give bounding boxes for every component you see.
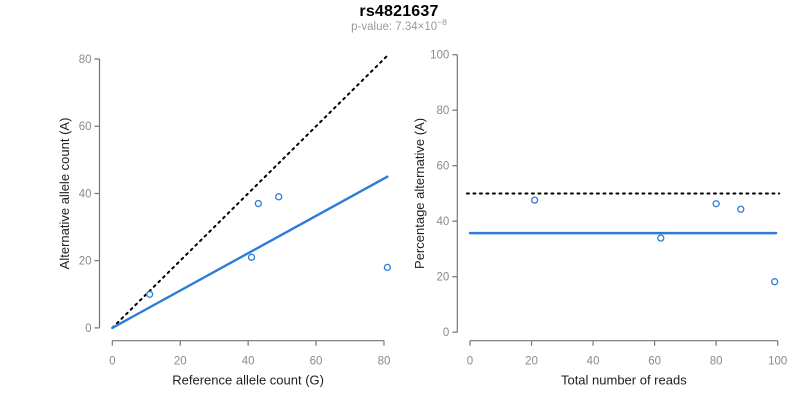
x-tick-label: 20 [525,356,538,368]
data-point [146,290,154,298]
x-tick-label: 60 [648,356,661,368]
y-tick-label: 80 [437,105,450,117]
x-tick-label: 80 [710,356,723,368]
pvalue-exponent: −8 [437,17,447,28]
data-point [530,196,539,204]
x-axis-title: Total number of reads [561,373,687,388]
x-tick-label: 0 [109,356,115,368]
data-point [247,253,256,261]
y-axis-title: Percentage alternative (A) [412,118,427,269]
y-tick-label: 80 [79,54,92,66]
x-tick-label: 40 [242,356,255,368]
y-tick-label: 100 [430,50,449,62]
plot-panel-right: 0 20 40 60 80 100 0 20 40 60 80 100 Total number of … [412,50,787,388]
data-point [657,234,665,242]
pvalue-text: p-value: 7.34×10 [351,21,438,33]
y-tick-label: 20 [79,256,92,268]
x-tick-label: 0 [467,356,473,368]
data-point [275,193,283,201]
x-tick-label: 20 [174,356,187,368]
figure-title: rs4821637 [359,3,439,20]
figure-subtitle: p-value: 7.34×10−8 [0,18,798,33]
x-axis-title: Reference allele count (G) [172,373,324,388]
data-point [712,200,720,208]
data-point [254,199,262,208]
identity-dotted-line [111,54,389,329]
y-axis-title: Alternative allele count (A) [57,118,72,270]
data-point [770,278,779,286]
y-tick-label: 0 [85,323,91,335]
y-tick-label: 40 [79,188,92,200]
y-tick-label: 40 [437,216,450,228]
x-tick-label: 60 [310,356,323,368]
y-tick-label: 20 [437,272,450,284]
y-tick-label: 60 [79,121,92,133]
fitted-ratio-line [111,175,389,330]
x-tick-label: 40 [587,356,600,368]
plot-panel-left: 0 20 40 60 80 0 20 40 60 80 Reference allele count… [57,54,392,388]
y-tick-label: 0 [443,327,449,339]
y-tick-label: 60 [437,161,450,173]
x-tick-label: 80 [378,356,391,368]
data-point [383,263,392,272]
x-tick-label: 100 [768,356,787,368]
data-point [737,205,745,213]
